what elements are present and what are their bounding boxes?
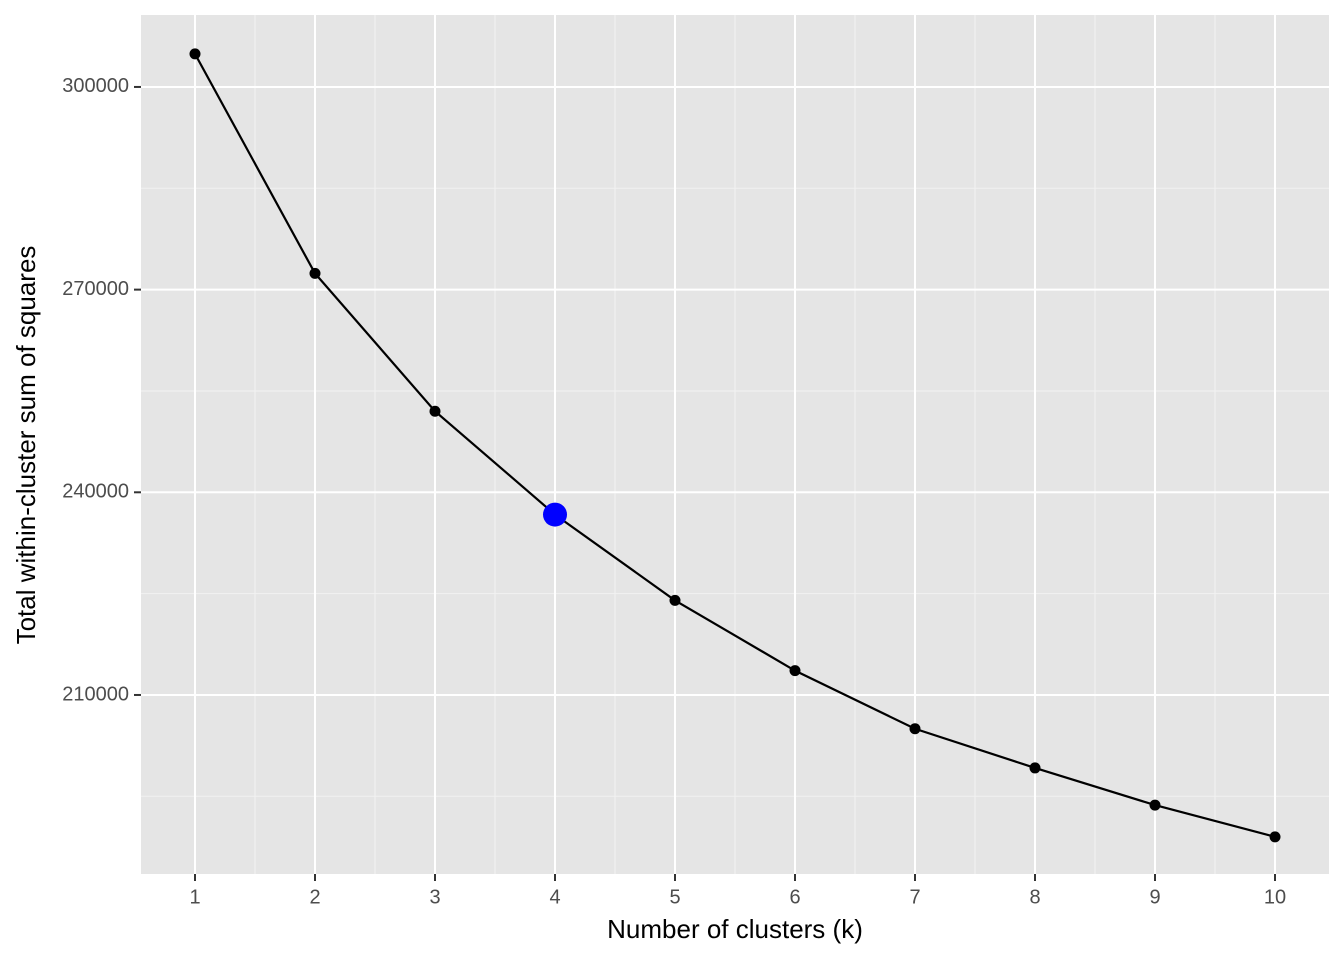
point [1149,799,1161,811]
point [669,594,681,606]
point [429,405,441,417]
point [789,665,801,677]
y-tick-label: 210000 [62,683,129,705]
x-tick-label: 7 [909,886,920,908]
point [1029,762,1041,774]
x-tick-label: 5 [669,886,680,908]
y-axis-title: Total within-cluster sum of squares [11,246,41,645]
point [189,48,201,60]
point [909,723,921,735]
y-tick-label: 270000 [62,278,129,300]
x-tick-label: 10 [1264,886,1286,908]
x-tick-label: 6 [789,886,800,908]
y-tick-label: 240000 [62,481,129,503]
y-tick-label: 300000 [62,75,129,97]
line [194,53,1276,838]
x-tick-label: 3 [429,886,440,908]
x-axis-title: Number of clusters (k) [607,914,863,944]
x-tick-label: 2 [309,886,320,908]
x-tick-label: 9 [1149,886,1160,908]
x-tick-label: 8 [1029,886,1040,908]
x-tick-label: 1 [189,886,200,908]
point [309,267,321,279]
x-tick-label: 4 [549,886,560,908]
highlight-point [543,502,567,527]
point [1269,831,1281,843]
